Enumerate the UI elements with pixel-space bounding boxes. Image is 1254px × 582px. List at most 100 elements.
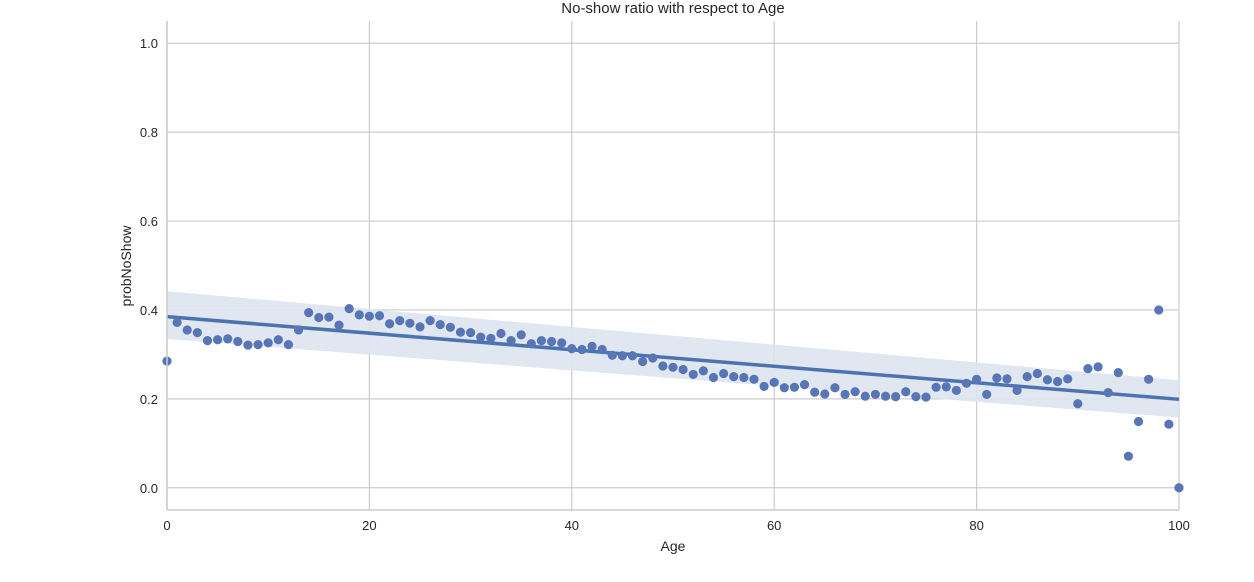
x-tick-labels: 0 20 40 60 80 100: [163, 518, 1189, 533]
scatter-point: [992, 373, 1002, 383]
chart-title: No-show ratio with respect to Age: [561, 0, 784, 17]
scatter-point: [951, 385, 961, 396]
scatter-point: [1144, 374, 1154, 384]
scatter-point: [263, 338, 273, 348]
scatter-point: [182, 325, 192, 335]
scatter-point: [1154, 305, 1164, 315]
scatter-point: [314, 312, 324, 323]
scatter-point: [850, 387, 860, 397]
scatter-point: [627, 351, 638, 361]
scatter-point: [779, 383, 789, 393]
scatter-point: [506, 336, 516, 346]
scatter-point: [870, 389, 881, 400]
scatter-point: [415, 322, 425, 332]
scatter-point: [577, 344, 587, 355]
scatter-point: [516, 330, 526, 340]
scatter-point: [698, 366, 708, 376]
scatter-point: [557, 338, 567, 348]
scatter-point: [901, 387, 911, 397]
scatter-point: [374, 311, 385, 321]
scatter-point: [982, 389, 992, 400]
scatter-point: [445, 322, 455, 332]
scatter-point: [1174, 483, 1184, 493]
scatter-point: [1123, 451, 1133, 461]
scatter-point: [1032, 368, 1042, 379]
scatter-point: [496, 328, 506, 339]
scatter-point: [749, 374, 759, 384]
scatter-point: [648, 353, 658, 363]
scatter-point: [860, 391, 870, 401]
scatter-point: [223, 334, 233, 344]
scatter-point: [1083, 364, 1093, 374]
regression-line-group: [166, 314, 1180, 402]
scatter-point: [729, 372, 739, 382]
scatter-point: [425, 316, 435, 326]
y-tick-labels: 0.0 0.2 0.4 0.6 0.8 1.0: [140, 36, 158, 496]
scatter-point: [486, 333, 496, 344]
scatter-point: [739, 372, 749, 383]
scatter-point: [1022, 372, 1032, 382]
y-axis-label: probNoShow: [118, 225, 134, 307]
scatter-point: [972, 374, 982, 384]
y-tick-label: 0.2: [140, 392, 158, 407]
x-tick-label: 100: [1168, 518, 1190, 533]
scatter-point: [891, 392, 901, 402]
scatter-point: [678, 364, 688, 375]
scatter-point: [880, 391, 891, 401]
scatter-point: [455, 327, 466, 337]
scatter-points: [162, 304, 1184, 493]
scatter-point: [466, 328, 476, 338]
scatter-point: [172, 317, 182, 328]
y-tick-label: 1.0: [140, 36, 158, 51]
scatter-point: [304, 308, 314, 318]
scatter-point: [638, 356, 648, 367]
scatter-point: [587, 341, 597, 352]
scatter-point: [202, 336, 213, 346]
y-tick-label: 0.4: [140, 303, 158, 318]
x-tick-label: 60: [767, 518, 781, 533]
grid-lines: [166, 21, 1180, 510]
scatter-point: [830, 383, 840, 393]
scatter-point: [840, 389, 850, 400]
scatter-point: [283, 340, 294, 350]
scatter-point: [668, 362, 678, 372]
scatter-point: [344, 304, 354, 314]
scatter-point: [1063, 374, 1073, 384]
scatter-point: [253, 340, 263, 350]
x-tick-label: 80: [969, 518, 983, 533]
scatter-point: [1103, 388, 1113, 398]
scatter-point: [1052, 376, 1063, 387]
scatter-point: [192, 328, 202, 338]
scatter-point: [617, 351, 628, 361]
y-tick-label: 0.0: [140, 481, 158, 496]
y-tick-label: 0.8: [140, 125, 158, 140]
scatter-point: [243, 340, 253, 350]
scatter-point: [810, 387, 820, 397]
scatter-point: [799, 380, 810, 390]
scatter-point: [931, 382, 941, 392]
scatter-point: [759, 381, 769, 392]
scatter-point: [273, 335, 283, 345]
scatter-point: [546, 336, 557, 347]
scatter-point: [1042, 375, 1053, 385]
scatter-point: [213, 335, 223, 345]
scatter-point: [961, 378, 972, 388]
scatter-point: [334, 320, 344, 330]
scatter-point: [1073, 399, 1083, 409]
axes: [166, 21, 1179, 511]
scatter-point: [769, 377, 779, 388]
scatter-point: [1133, 416, 1144, 427]
scatter-point: [385, 319, 395, 329]
scatter-point: [476, 332, 486, 342]
scatter-point: [789, 382, 800, 392]
scatter-point: [526, 339, 536, 349]
scatter-point: [921, 392, 931, 402]
scatter-point: [324, 312, 334, 322]
scatter-point: [911, 392, 921, 402]
scatter-point: [1164, 419, 1174, 429]
scatter-point: [708, 372, 719, 383]
scatter-point: [607, 350, 617, 360]
scatter-point: [233, 336, 243, 347]
y-tick-label: 0.6: [140, 214, 158, 229]
